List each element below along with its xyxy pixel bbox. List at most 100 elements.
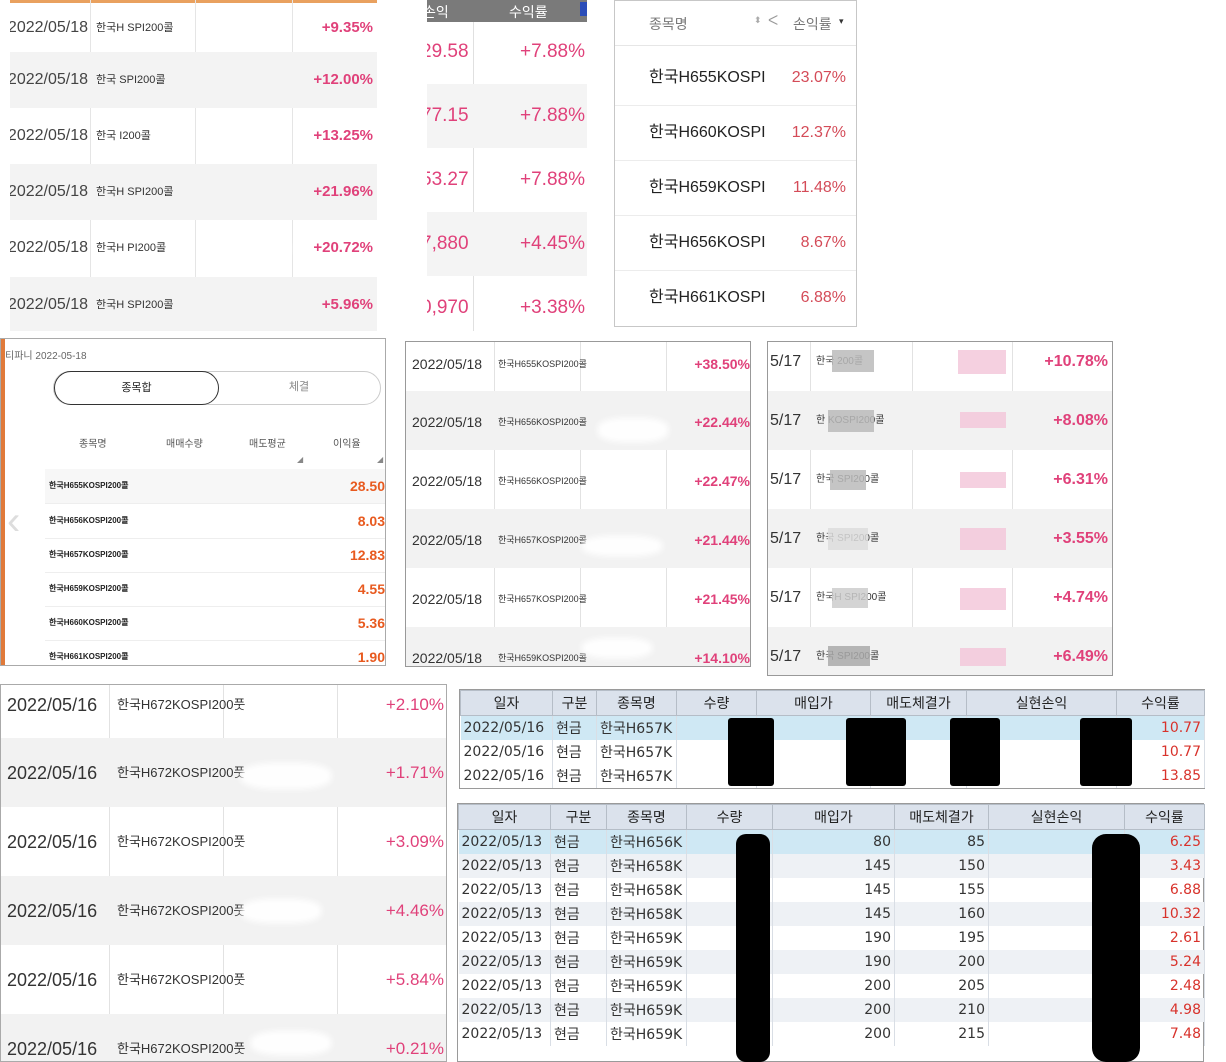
- cell-buy: 190: [772, 926, 895, 950]
- col-sell-price[interactable]: 매도체결가: [870, 690, 967, 716]
- stock-name: 한국H659KOSPI200콜: [49, 584, 129, 593]
- table-row[interactable]: 2022/05/18 한국H SPI200콜 +21.96%: [10, 164, 377, 220]
- sort-desc-icon[interactable]: ▾: [839, 16, 844, 26]
- table-row[interactable]: 2022/05/16 한국H672KOSPI200풋 +1.71%: [1, 738, 446, 807]
- column-header-profit-rate[interactable]: 이익율: [333, 439, 361, 450]
- table-row[interactable]: 2022/05/18 한국H655KOSPI200콜 +38.50%: [406, 342, 750, 401]
- table-row[interactable]: 0,970 +3.38%: [427, 276, 587, 331]
- table-row[interactable]: 2022/05/16 한국H672KOSPI200풋 +3.09%: [1, 807, 446, 876]
- col-type[interactable]: 구분: [550, 804, 607, 830]
- col-date[interactable]: 일자: [460, 690, 553, 716]
- table-row[interactable]: 2022/05/16 현금 한국H657K 13.85: [460, 764, 1205, 788]
- column-header-avg-sell[interactable]: 매도평균: [249, 439, 286, 450]
- return-rate: +4.46%: [385, 901, 444, 920]
- table-row[interactable]: 2022/05/18 한국H SPI200콜 +5.96%: [10, 277, 377, 331]
- table-row[interactable]: 7,880 +4.45%: [427, 212, 587, 276]
- table-row[interactable]: 5/17 한국 SPI200콜 +6.31%: [768, 450, 1112, 509]
- return-rate: +0.21%: [385, 1039, 444, 1058]
- column-header-qty[interactable]: 매매수량: [166, 439, 203, 450]
- col-buy-price[interactable]: 매입가: [772, 804, 895, 830]
- table-row[interactable]: 2022/05/16 한국H672KOSPI200풋 +0.21%: [1, 1014, 446, 1061]
- table-row[interactable]: 한국H659KOSPI200콜 4.55: [45, 572, 385, 607]
- table-row[interactable]: 한국H656KOSPI 8.67%: [615, 215, 856, 271]
- table-row[interactable]: 한국H657KOSPI200콜 12.83: [45, 538, 385, 573]
- cell-buy: 200: [772, 1022, 895, 1046]
- table-row[interactable]: 2022/05/18 한국H SPI200콜 +9.35%: [10, 0, 377, 56]
- cell-buy: 200: [772, 998, 895, 1022]
- table-row[interactable]: 29.58 +7.88%: [427, 20, 587, 84]
- column-header-name[interactable]: 종목명: [79, 439, 107, 450]
- pixelated-mask: [828, 528, 868, 550]
- table-row[interactable]: 한국H656KOSPI200콜 8.03: [45, 504, 385, 539]
- col-date[interactable]: 일자: [458, 804, 551, 830]
- trade-grid-small: 일자 구분 종목명 수량 매입가 매도체결가 실현손익 수익률 2022/05/…: [459, 689, 1205, 789]
- table-row[interactable]: 한국H660KOSPI 12.37%: [615, 105, 856, 161]
- table-row[interactable]: 한국H661KOSPI200콜 1.90: [45, 640, 385, 665]
- table-row[interactable]: 2022/05/18 한국H656KOSPI200콜 +22.47%: [406, 450, 750, 509]
- table-row[interactable]: 2022/05/18 한국H659KOSPI200콜 +14.10%: [406, 627, 750, 666]
- table-row[interactable]: 한국H659KOSPI 11.48%: [615, 160, 856, 216]
- table-row[interactable]: 한국H655KOSPI 23.07%: [615, 50, 856, 106]
- cell-date: 2022/05/13: [458, 926, 551, 950]
- table-row[interactable]: 2022/05/18 한국 I200콜 +13.25%: [10, 108, 377, 164]
- col-realized-pnl[interactable]: 실현손익: [966, 690, 1117, 716]
- col-realized-pnl[interactable]: 실현손익: [988, 804, 1125, 830]
- column-divider-icon: ᐸ: [768, 12, 779, 28]
- table-row[interactable]: 5/17 한국H SPI200콜 +4.74%: [768, 568, 1112, 627]
- table-row[interactable]: 2022/05/18 한국H656KOSPI200콜 +22.44%: [406, 391, 750, 450]
- table-row[interactable]: 2022/05/16 한국H672KOSPI200풋 +2.10%: [1, 685, 446, 754]
- pixelated-mask: [832, 588, 868, 608]
- col-return[interactable]: 수익률: [1124, 804, 1205, 830]
- tab-summary[interactable]: 종목합: [54, 371, 219, 405]
- col-name[interactable]: 종목명: [596, 690, 677, 716]
- cell-date: 2022/05/13: [458, 829, 551, 854]
- table-row[interactable]: 2022/05/18 한국H657KOSPI200콜 +21.45%: [406, 568, 750, 627]
- col-return[interactable]: 수익률: [1116, 690, 1205, 716]
- return-rate: +5.84%: [385, 970, 444, 989]
- col-name[interactable]: 종목명: [606, 804, 687, 830]
- return-rate: +5.96%: [321, 296, 373, 313]
- table-row[interactable]: 53.27 +7.88%: [427, 148, 587, 212]
- header-stock-name[interactable]: 종목명: [649, 16, 688, 32]
- stock-name: 한국H657KOSPI200콜: [498, 594, 587, 604]
- table-row[interactable]: 2022/05/13 현금 한국H659K 190 200 5.24: [458, 950, 1205, 974]
- return-rate: +2.10%: [385, 695, 444, 714]
- col-qty[interactable]: 수량: [686, 804, 773, 830]
- return-rate: +22.44%: [694, 414, 750, 430]
- table-row[interactable]: 2022/05/13 현금 한국H658K 145 150 3.43: [458, 854, 1205, 878]
- tab-executions[interactable]: 체결: [288, 381, 310, 393]
- trade-date: 2022/05/18: [412, 356, 483, 372]
- table-row[interactable]: 2022/05/18 한국H PI200콜 +20.72%: [10, 220, 377, 276]
- table-row[interactable]: 한국H661KOSPI 6.88%: [615, 270, 856, 325]
- col-buy-price[interactable]: 매입가: [756, 690, 871, 716]
- sort-icon[interactable]: ◢: [297, 455, 304, 464]
- table-row[interactable]: 5/17 한국 SPI200콜 +6.49%: [768, 627, 1112, 675]
- chevron-left-icon[interactable]: ‹: [7, 499, 21, 543]
- pixelated-mask: [832, 350, 874, 372]
- table-row[interactable]: 2022/05/13 현금 한국H659K 200 205 2.48: [458, 974, 1205, 998]
- pixelated-mask: [960, 588, 1006, 610]
- table-row[interactable]: 2022/05/16 한국H672KOSPI200풋 +4.46%: [1, 876, 446, 945]
- table-row[interactable]: 5/17 한 KOSPI200콜 +8.08%: [768, 391, 1112, 450]
- col-qty[interactable]: 수량: [676, 690, 757, 716]
- stock-name: 한국H672KOSPI200풋: [117, 1041, 246, 1056]
- header-return-rate[interactable]: 손익률: [793, 16, 832, 32]
- table-row[interactable]: 5/17 한국 SPI200콜 +3.55%: [768, 509, 1112, 568]
- sort-arrows-icon[interactable]: ⬍: [754, 15, 762, 25]
- table-row[interactable]: 77.15 +7.88%: [427, 84, 587, 148]
- cell-name: 한국H659K: [606, 998, 687, 1022]
- table-row[interactable]: 한국H655KOSPI200콜 28.50: [45, 469, 385, 504]
- col-sell-price[interactable]: 매도체결가: [894, 804, 989, 830]
- table-row[interactable]: 2022/05/18 한국 SPI200콜 +12.00%: [10, 52, 377, 108]
- table-row[interactable]: 한국H660KOSPI200콜 5.36: [45, 606, 385, 641]
- table-row[interactable]: 2022/05/16 한국H672KOSPI200풋 +5.84%: [1, 945, 446, 1014]
- col-type[interactable]: 구분: [552, 690, 597, 716]
- table-row[interactable]: 2022/05/18 한국H657KOSPI200콜 +21.44%: [406, 509, 750, 568]
- stock-name: 한국 SPI200콜: [96, 74, 166, 86]
- table-row[interactable]: 2022/05/13 현금 한국H659K 200 210 4.98: [458, 998, 1205, 1022]
- sort-icon[interactable]: ◢: [377, 455, 384, 464]
- column-divider: [223, 685, 224, 1061]
- sort-indicator-icon[interactable]: [580, 2, 587, 16]
- stock-name: 한국H656KOSPI: [649, 234, 766, 251]
- trade-date: 2022/05/16: [7, 901, 98, 921]
